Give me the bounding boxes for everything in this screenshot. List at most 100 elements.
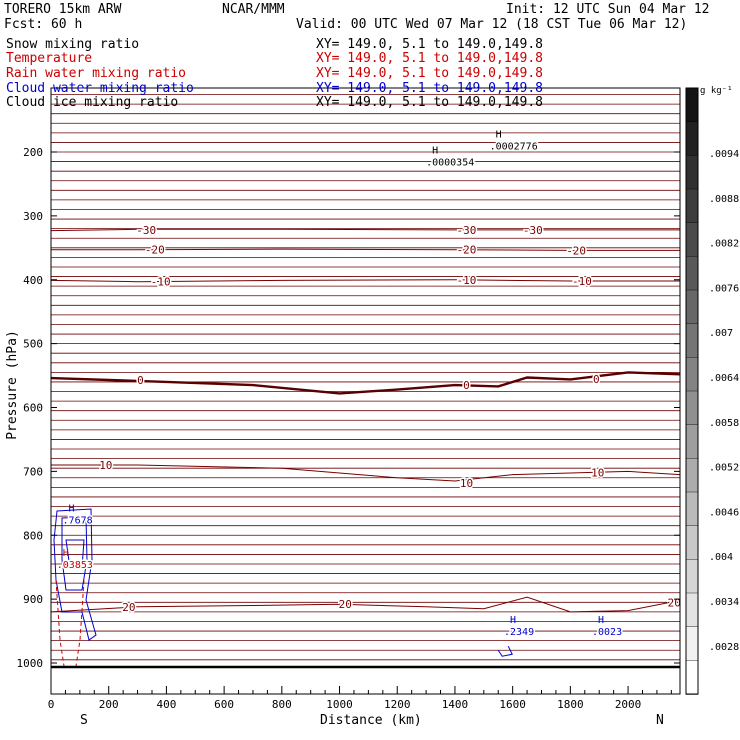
- colorbar-cell: [685, 188, 699, 224]
- colorbar-frame: [685, 87, 699, 695]
- cloud-water-contours: [53, 508, 513, 667]
- field-xy-rain: XY= 149.0, 5.1 to 149.0,149.8: [316, 66, 543, 81]
- field-name-cloud-ice: Cloud ice mixing ratio: [6, 95, 179, 110]
- colorbar-cell: [685, 559, 699, 594]
- y-tick-label: 1000: [17, 657, 44, 670]
- colorbar-cell: [685, 491, 699, 527]
- colorbar-label: .0046: [709, 507, 739, 518]
- temperature-contour-label: -10: [572, 275, 592, 288]
- field-xy-snow: XY= 149.0, 5.1 to 149.0,149.8: [316, 37, 543, 52]
- colorbar-cell: [685, 525, 699, 561]
- cloud-ice-max-marker: H: [432, 146, 438, 157]
- y-tick-label: 200: [23, 146, 43, 159]
- temperature-contour-0: [50, 371, 681, 395]
- colorbar-label: .004: [709, 552, 733, 563]
- x-tick-label: 400: [156, 698, 176, 711]
- model-name: TORERO 15km ARW: [4, 2, 122, 17]
- colorbar-label: .0082: [709, 239, 739, 250]
- y-tick-label: 800: [23, 529, 43, 542]
- x-tick-label: 800: [272, 698, 292, 711]
- temperature-contour-label: -10: [151, 276, 171, 289]
- x-tick-label: 200: [99, 698, 119, 711]
- temperature-contour-label: 10: [99, 459, 112, 472]
- init-time: Init: 12 UTC Sun 04 Mar 12: [506, 2, 710, 17]
- y-tick-label: 300: [23, 210, 43, 223]
- temperature-contour-label: 0: [593, 373, 600, 386]
- cloud-water-max-marker: H: [510, 615, 516, 626]
- colorbar-cell: [685, 660, 699, 695]
- colorbar-label: .0076: [709, 283, 739, 294]
- y-tick-label: 600: [23, 402, 43, 415]
- temperature-contour-20: [50, 596, 681, 613]
- colorbar-cell: [685, 155, 699, 190]
- colorbar-cell: [685, 256, 699, 291]
- center-name: NCAR/MMM: [222, 2, 285, 17]
- rain-water-contour: [55, 579, 85, 667]
- temperature-contour-label: 10: [460, 477, 473, 490]
- temperature-contours: [50, 228, 681, 613]
- forecast-hour: Fcst: 60 h: [4, 17, 83, 32]
- valid-time: Valid: 00 UTC Wed 07 Mar 12 (18 CST Tue …: [296, 17, 688, 32]
- colorbar-cell: [685, 458, 699, 493]
- colorbar-label: .0058: [709, 418, 739, 429]
- temperature-contour-label: 0: [137, 374, 144, 387]
- field-xy-cloud-water: XY= 149.0, 5.1 to 149.0,149.8: [316, 81, 543, 96]
- temperature-contour-label: 20: [668, 596, 681, 609]
- rain-water-max-value: .03853: [57, 560, 93, 571]
- colorbar-label: .0064: [709, 373, 739, 384]
- plot-frame: [50, 87, 681, 695]
- temperature-contour-label: 20: [339, 598, 352, 611]
- temperature-contour-label: -20: [145, 244, 165, 257]
- cloud-ice-max-value: .0000354: [426, 158, 474, 169]
- colorbar-cell: [685, 222, 699, 258]
- colorbar-cell: [685, 357, 699, 392]
- colorbar-unit: g kg⁻¹: [700, 86, 733, 96]
- temperature-contour-10: [51, 464, 681, 482]
- x-tick-label: 1400: [442, 698, 469, 711]
- cloud-water-contour: [65, 539, 85, 569]
- colorbar-cell: [685, 626, 699, 662]
- colorbar-cell: [685, 592, 699, 628]
- field-name-cloud-water: Cloud water mixing ratio: [6, 81, 194, 96]
- cloud-ice-max-value: .0002776: [490, 142, 538, 153]
- field-xy-temperature: XY= 149.0, 5.1 to 149.0,149.8: [316, 51, 543, 66]
- y-tick-label: 400: [23, 274, 43, 287]
- colorbar: .0094 .0088 .0082 .0076 .007 .0064 .0058 .0052.…: [685, 87, 739, 695]
- cloud-water-max-value: .7678: [63, 515, 93, 526]
- colorbar-cell: [685, 323, 699, 359]
- x-tick-label: 2000: [615, 698, 642, 711]
- temperature-contour-label: -20: [457, 244, 477, 257]
- x-tick-label: 0: [48, 698, 55, 711]
- pressure-level-lines: [51, 94, 680, 661]
- colorbar-cell: [685, 424, 699, 460]
- colorbar-label: .0094: [709, 149, 739, 160]
- colorbar-label: .007: [709, 328, 733, 339]
- cloud-ice-max-marker: H: [496, 130, 502, 141]
- contour-labels: -30 -30 -30 -20 -20 -20 -10 -10 -10 0 0 0 10 10 10 20 20…: [55, 130, 682, 640]
- cloud-water-max-value: .0023: [592, 627, 622, 638]
- colorbar-cell: [685, 121, 699, 157]
- temperature-contour--20: [51, 248, 680, 251]
- field-xy-cloud-ice: XY= 149.0, 5.1 to 149.0,149.8: [316, 95, 543, 110]
- y-axis-title: Pressure (hPa): [5, 330, 20, 440]
- colorbar-cell: [685, 87, 699, 123]
- temperature-contour-label: -30: [523, 224, 543, 237]
- north-end-label: N: [656, 713, 664, 728]
- field-name-rain: Rain water mixing ratio: [6, 66, 187, 81]
- south-end-label: S: [80, 713, 88, 728]
- cloud-water-contour: [61, 516, 88, 591]
- cloud-water-max-value: .2349: [504, 627, 534, 638]
- colorbar-cell: [685, 390, 699, 426]
- y-tick-label: 700: [23, 465, 43, 478]
- y-tick-label: 900: [23, 593, 43, 606]
- field-name-temperature: Temperature: [6, 51, 93, 66]
- x-tick-label: 1200: [384, 698, 411, 711]
- x-tick-label: 1800: [557, 698, 584, 711]
- cloud-water-contour: [497, 646, 513, 657]
- temperature-contour--10: [50, 279, 680, 283]
- x-tick-label: 1600: [499, 698, 526, 711]
- field-name-snow: Snow mixing ratio: [6, 37, 140, 52]
- x-tick-label: 1000: [326, 698, 353, 711]
